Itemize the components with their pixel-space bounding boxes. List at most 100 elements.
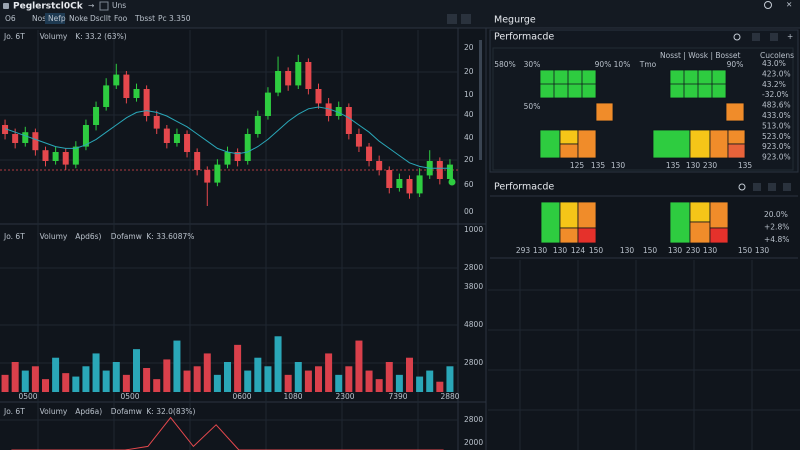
heat-cell (669, 201, 691, 244)
heat-cell (540, 201, 561, 244)
panel-legend: K: 33.6087% (146, 232, 194, 241)
volume-bar (264, 366, 272, 392)
candle-body (22, 132, 29, 143)
tab[interactable]: Foo (114, 14, 128, 23)
icon-button[interactable] (753, 183, 761, 191)
panel-legend: K: 32.0(83%) (146, 407, 195, 416)
heatmap (539, 69, 746, 159)
tab[interactable]: Tbsst (134, 14, 155, 23)
menu[interactable]: Uns (112, 1, 126, 10)
volume-bar (406, 357, 413, 392)
tab[interactable]: Nost (32, 14, 49, 23)
volume-bar (294, 362, 302, 392)
heat-cell (709, 129, 729, 159)
x-axis-label: 135 (591, 161, 606, 170)
icon-button[interactable] (783, 183, 791, 191)
value-label: 433.0% (762, 111, 791, 120)
tab[interactable]: Dscllt (90, 14, 111, 23)
tab[interactable]: O6 (5, 14, 16, 23)
x-axis-label: 0600 (232, 392, 251, 401)
arrow-icon[interactable]: → (88, 1, 94, 10)
volume-bar (173, 340, 181, 392)
candle-body (72, 146, 79, 165)
volume-bar (193, 366, 201, 392)
volume-bar (335, 374, 343, 392)
tab[interactable]: Pc 3.350 (158, 14, 191, 23)
panel (489, 29, 799, 173)
heat-cell (709, 201, 729, 229)
menu-icon[interactable] (99, 1, 109, 11)
search-icon[interactable] (764, 1, 772, 9)
candle-body (32, 132, 39, 151)
panel-legend: K: 33.2 (63%) (75, 32, 127, 41)
candle-body (335, 107, 342, 116)
heat-cell (577, 201, 597, 229)
volume-bar (102, 370, 110, 392)
x-axis-label: 0500 (18, 392, 37, 401)
value-label: +4.8% (764, 235, 789, 244)
value-label: 923.0% (762, 153, 791, 162)
heat-cell (689, 221, 711, 244)
volume-bar (284, 374, 292, 392)
candle-body (406, 179, 413, 194)
candle-body (325, 103, 332, 116)
side-title: Megurge (494, 15, 536, 26)
heat-cell (559, 227, 579, 244)
volume-bar (213, 374, 221, 392)
heat-cell (595, 102, 614, 122)
tab[interactable]: Nefp (48, 14, 66, 23)
icon-button[interactable] (447, 14, 457, 24)
close-icon[interactable]: ✕ (786, 0, 792, 9)
panel-legend: Jo. 6T (3, 32, 25, 41)
x-axis-label: 230 (703, 161, 718, 170)
volume-bar (385, 362, 393, 392)
add-icon[interactable]: + (787, 32, 793, 41)
icon-button[interactable] (770, 33, 778, 41)
panel-legend: Jo. 6T (3, 232, 25, 241)
scrollbar[interactable] (479, 40, 482, 160)
candle-body (103, 85, 110, 107)
candle-body (254, 116, 261, 134)
candle-body (295, 62, 302, 86)
volume-bar (365, 370, 373, 392)
heatmap (540, 201, 729, 244)
x-axis-label: 125 (570, 161, 585, 170)
heat-cell (577, 129, 597, 159)
panel-legend: Apd6a) (75, 407, 102, 416)
icon-button[interactable] (752, 33, 760, 41)
heat-cell (559, 201, 579, 229)
volume-bar (42, 379, 49, 392)
panel-legend: Jo. 6T (3, 407, 25, 416)
candle-body (62, 152, 69, 165)
settings-icon[interactable] (738, 183, 746, 191)
settings-icon[interactable] (733, 33, 741, 41)
x-axis-label: 2300 (335, 392, 354, 401)
tab[interactable]: Noke (69, 14, 88, 23)
volume-bar (304, 370, 312, 392)
volume-bar (254, 357, 262, 392)
toolbar-icons: ✕ (447, 0, 792, 24)
volume-bar (133, 349, 140, 392)
icon-button[interactable] (461, 14, 471, 24)
candle-body (153, 116, 160, 129)
x-axis-label: 130 (611, 161, 626, 170)
x-axis-label: 130 (668, 246, 683, 255)
heat-cell (727, 129, 746, 145)
candle-body (446, 164, 453, 179)
volume-bar (436, 381, 444, 392)
candle-body (305, 62, 312, 89)
heat-cell (725, 102, 745, 122)
volume-bar (143, 368, 151, 392)
icon-button[interactable] (768, 183, 776, 191)
volume-bar (82, 366, 90, 392)
row-label: 90% (595, 60, 612, 69)
panel-legend: Volumy (40, 407, 68, 416)
axis-label: 00 (464, 207, 474, 216)
candle-body (173, 134, 180, 143)
volume-bar (224, 362, 231, 392)
candle-body (42, 150, 49, 161)
candle-body (234, 152, 241, 161)
candle-body (214, 164, 221, 183)
